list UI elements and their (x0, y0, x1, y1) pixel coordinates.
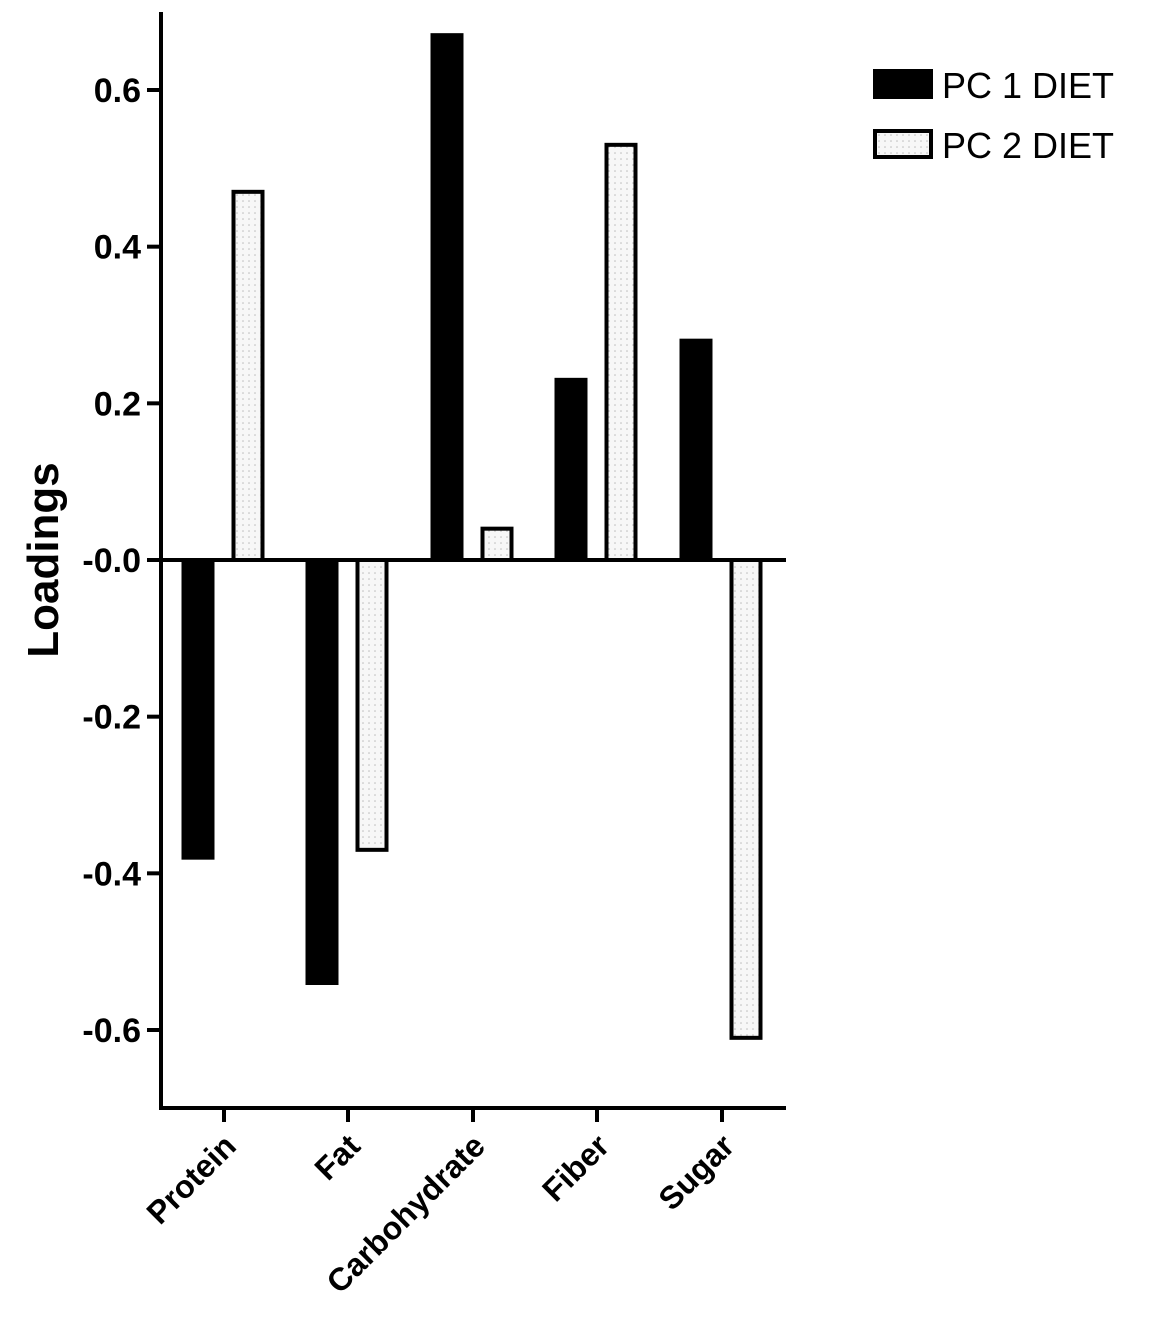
category-label-fat: Fat (308, 1127, 368, 1187)
bar-pc2-carbohydrate (480, 526, 514, 563)
y-tick-label: 0.4 (94, 229, 141, 267)
y-tick-label: 0.2 (94, 385, 141, 423)
y-tick-label: 0.6 (94, 72, 141, 110)
category-label-protein: Protein (140, 1127, 243, 1230)
bar-pc1-protein (181, 558, 215, 860)
y-tick-label: -0.6 (82, 1012, 141, 1050)
legend-label-pc1: PC 1 DIET (942, 65, 1114, 106)
bar-pc1-carbohydrate (430, 33, 464, 562)
legend-swatch-pc1 (873, 69, 933, 99)
bar-pc2-sugar (729, 558, 763, 1040)
y-tick-label: -0.4 (82, 855, 141, 893)
y-tick-label: -0.0 (82, 542, 141, 580)
bar-pc2-protein (231, 189, 265, 562)
bar-pc1-fiber (554, 377, 588, 563)
y-tick-label: -0.2 (82, 699, 141, 737)
legend-label-pc2: PC 2 DIET (942, 125, 1114, 166)
category-label-fiber: Fiber (535, 1127, 616, 1208)
bar-pc2-fat (355, 558, 389, 852)
legend-swatch-pc2 (873, 129, 933, 159)
y-axis-title: Loadings (19, 462, 68, 658)
bar-pc1-fat (305, 558, 339, 985)
category-label-sugar: Sugar (651, 1127, 741, 1217)
bar-pc1-sugar (679, 338, 713, 562)
bar-pc2-fiber (604, 142, 638, 562)
